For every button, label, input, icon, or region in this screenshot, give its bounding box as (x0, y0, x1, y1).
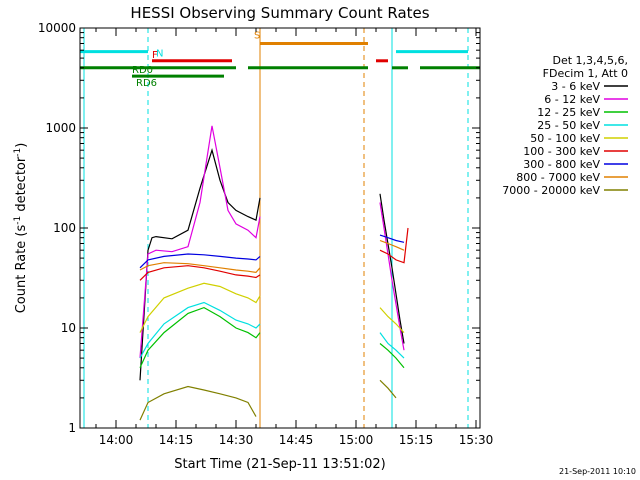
flag-label-f: F (152, 50, 158, 61)
line-series-2 (139, 306, 261, 369)
chart-title: HESSI Observing Summary Count Rates (130, 4, 429, 22)
legend-label-5: 100 - 300 keV (523, 145, 600, 158)
legend-label-7: 800 - 7000 keV (516, 171, 600, 184)
y-axis-label-sup2: -1 (13, 148, 23, 157)
flag-label-s: S (254, 30, 260, 41)
legend-label-8: 7000 - 20000 keV (502, 184, 600, 197)
y-axis: 1 10 100 1000 10000 (38, 21, 480, 435)
legend: Det 1,3,4,5,6, FDecim 1, Att 0 3 - 6 keV… (502, 54, 628, 197)
flag-label-rd0: RD0 (132, 65, 153, 76)
line-series-6 (139, 253, 261, 269)
line-seg2-series-3 (379, 332, 405, 359)
x-tick-label-0: 14:00 (99, 433, 134, 447)
y-axis-label-mid: detector (14, 156, 29, 216)
y-axis-label: Count Rate (s-1 detector-1) (13, 143, 29, 314)
y-tick-label-3: 1000 (45, 121, 76, 135)
y-tick-label-1: 10 (61, 321, 76, 335)
legend-label-2: 12 - 25 keV (537, 106, 600, 119)
x-tick-label-5: 15:15 (399, 433, 434, 447)
x-axis-label: Start Time (21-Sep-11 13:51:02) (174, 457, 385, 472)
flag-label-n: N (156, 49, 163, 60)
legend-label-3: 25 - 50 keV (537, 119, 600, 132)
line-seg2-series-7 (379, 239, 405, 251)
line-series-1 (139, 125, 261, 359)
line-series-7 (139, 262, 261, 274)
x-tick-label-3: 14:45 (279, 433, 314, 447)
legend-label-6: 300 - 800 keV (523, 158, 600, 171)
x-tick-label-2: 14:30 (219, 433, 254, 447)
legend-label-1: 6 - 12 keV (544, 93, 600, 106)
legend-label-4: 50 - 100 keV (530, 132, 600, 145)
y-axis-label-sup: -1 (13, 216, 23, 225)
plot-area: NF S RD0 RD6 (80, 28, 480, 428)
flag-label-rd6: RD6 (136, 78, 157, 89)
timestamp: 21-Sep-2011 10:10 (559, 467, 636, 476)
legend-header-line-2: FDecim 1, Att 0 (543, 67, 628, 80)
y-axis-label-end: ) (14, 143, 29, 148)
line-seg2-series-6 (379, 234, 405, 243)
line-seg2-series-1 (379, 202, 405, 351)
line-seg2-series-8 (379, 379, 397, 399)
x-tick-label-6: 15:30 (459, 433, 494, 447)
y-tick-label-0: 1 (68, 421, 76, 435)
line-series-5 (139, 265, 261, 281)
line-series-8 (139, 385, 257, 421)
line-seg2-series-4 (379, 307, 405, 334)
line-series-4 (139, 282, 261, 333)
line-seg2-series-0 (379, 193, 405, 344)
legend-header-line-1: Det 1,3,4,5,6, (552, 54, 628, 67)
line-seg2-series-2 (379, 343, 405, 369)
x-tick-label-1: 14:15 (159, 433, 194, 447)
y-axis-label-main: Count Rate (s (14, 225, 29, 314)
line-seg2-series-5 (379, 227, 409, 264)
legend-label-0: 3 - 6 keV (551, 80, 600, 93)
y-tick-label-2: 100 (53, 221, 76, 235)
y-tick-label-4: 10000 (38, 21, 76, 35)
line-series-0 (139, 148, 261, 381)
line-series-3 (139, 301, 261, 359)
x-axis: 14:00 14:15 14:30 14:45 15:00 15:15 15:30 (95, 28, 494, 447)
x-tick-label-4: 15:00 (339, 433, 374, 447)
